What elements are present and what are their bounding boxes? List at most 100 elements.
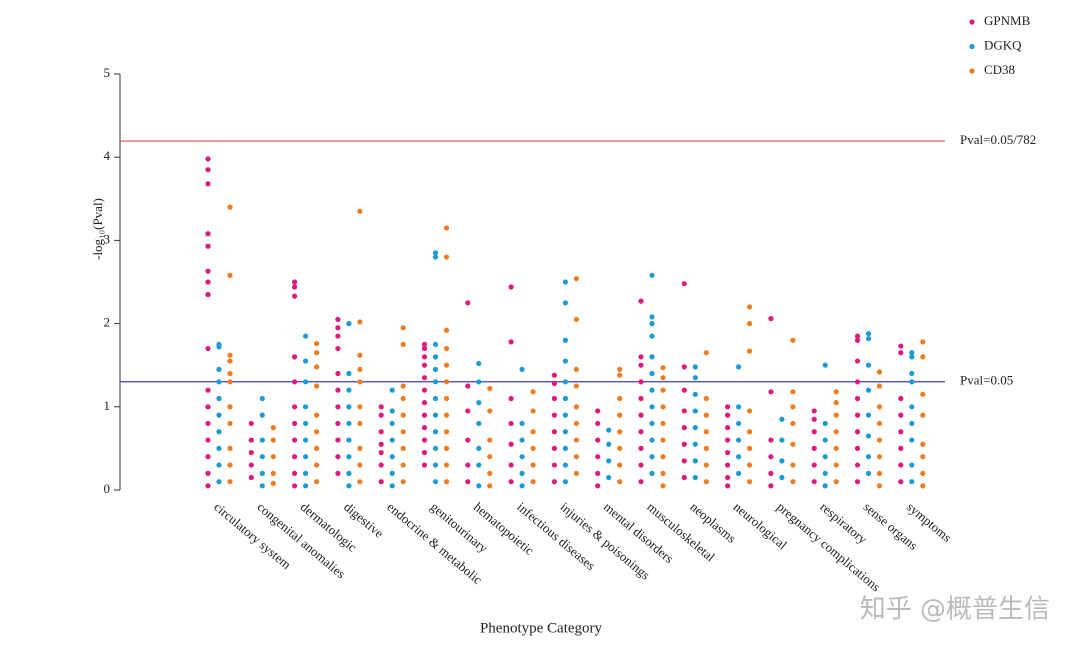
point bbox=[768, 437, 774, 443]
point bbox=[303, 420, 309, 427]
point bbox=[314, 340, 320, 347]
point bbox=[303, 358, 309, 364]
point bbox=[551, 372, 558, 378]
point bbox=[335, 316, 341, 323]
point bbox=[389, 408, 395, 414]
point bbox=[703, 350, 709, 356]
point bbox=[920, 391, 926, 397]
point bbox=[227, 404, 233, 410]
point bbox=[747, 304, 753, 310]
point bbox=[314, 412, 320, 418]
point bbox=[205, 470, 211, 476]
point bbox=[432, 445, 439, 451]
point bbox=[865, 387, 872, 393]
point bbox=[638, 445, 644, 451]
point bbox=[703, 462, 709, 468]
point bbox=[248, 474, 254, 481]
point bbox=[346, 483, 352, 489]
point bbox=[606, 458, 612, 464]
point bbox=[519, 483, 525, 489]
point bbox=[909, 462, 915, 468]
point bbox=[811, 462, 817, 468]
point bbox=[216, 395, 222, 402]
point bbox=[692, 391, 698, 397]
point bbox=[768, 483, 774, 489]
point bbox=[227, 462, 233, 468]
point bbox=[530, 462, 536, 468]
point bbox=[205, 291, 211, 298]
point bbox=[747, 429, 753, 435]
point bbox=[790, 441, 796, 447]
point bbox=[205, 420, 211, 427]
point bbox=[833, 429, 839, 435]
point bbox=[421, 449, 428, 456]
point bbox=[747, 408, 753, 414]
point bbox=[421, 462, 428, 468]
point bbox=[465, 300, 471, 306]
point bbox=[898, 350, 904, 356]
point bbox=[681, 474, 687, 481]
point bbox=[346, 454, 352, 460]
point bbox=[649, 314, 655, 320]
point bbox=[389, 420, 395, 427]
point bbox=[378, 412, 384, 418]
point bbox=[216, 344, 222, 350]
point bbox=[854, 395, 861, 402]
point bbox=[465, 408, 471, 414]
point bbox=[736, 420, 742, 427]
point bbox=[660, 365, 666, 371]
point bbox=[595, 483, 601, 489]
point bbox=[573, 316, 580, 323]
x-tick-label: infectious diseases bbox=[514, 499, 598, 573]
point bbox=[854, 429, 861, 435]
point bbox=[854, 445, 861, 451]
point bbox=[519, 437, 525, 443]
point bbox=[443, 445, 450, 451]
point bbox=[779, 416, 785, 422]
point bbox=[519, 366, 525, 372]
point bbox=[443, 429, 450, 435]
point bbox=[335, 370, 341, 377]
point bbox=[303, 470, 309, 476]
point bbox=[357, 319, 363, 325]
point bbox=[562, 412, 569, 418]
point bbox=[421, 425, 428, 431]
point bbox=[649, 437, 655, 443]
point bbox=[508, 395, 514, 402]
point bbox=[562, 300, 569, 306]
point bbox=[292, 470, 298, 476]
point bbox=[692, 474, 698, 481]
point bbox=[617, 372, 623, 378]
point bbox=[865, 454, 872, 460]
point bbox=[216, 366, 222, 372]
point bbox=[822, 454, 828, 460]
point bbox=[909, 354, 915, 360]
point bbox=[292, 483, 298, 489]
point bbox=[314, 364, 320, 370]
point bbox=[421, 400, 428, 406]
point bbox=[205, 387, 211, 393]
point bbox=[551, 412, 558, 418]
point bbox=[833, 462, 839, 468]
point bbox=[443, 254, 450, 260]
point bbox=[736, 364, 742, 370]
point bbox=[487, 437, 493, 443]
point bbox=[421, 354, 428, 360]
point bbox=[898, 343, 904, 349]
point bbox=[389, 387, 395, 393]
point bbox=[259, 412, 265, 418]
y-tick-label: 3 bbox=[104, 231, 111, 246]
point bbox=[292, 379, 298, 385]
point bbox=[432, 429, 439, 435]
point bbox=[357, 352, 363, 358]
point bbox=[465, 462, 471, 468]
point bbox=[335, 333, 341, 339]
point bbox=[205, 483, 211, 489]
point bbox=[432, 395, 439, 402]
point bbox=[854, 337, 861, 343]
point bbox=[573, 383, 580, 389]
point bbox=[617, 412, 623, 418]
point bbox=[703, 412, 709, 418]
point bbox=[432, 462, 439, 468]
point bbox=[638, 412, 644, 418]
